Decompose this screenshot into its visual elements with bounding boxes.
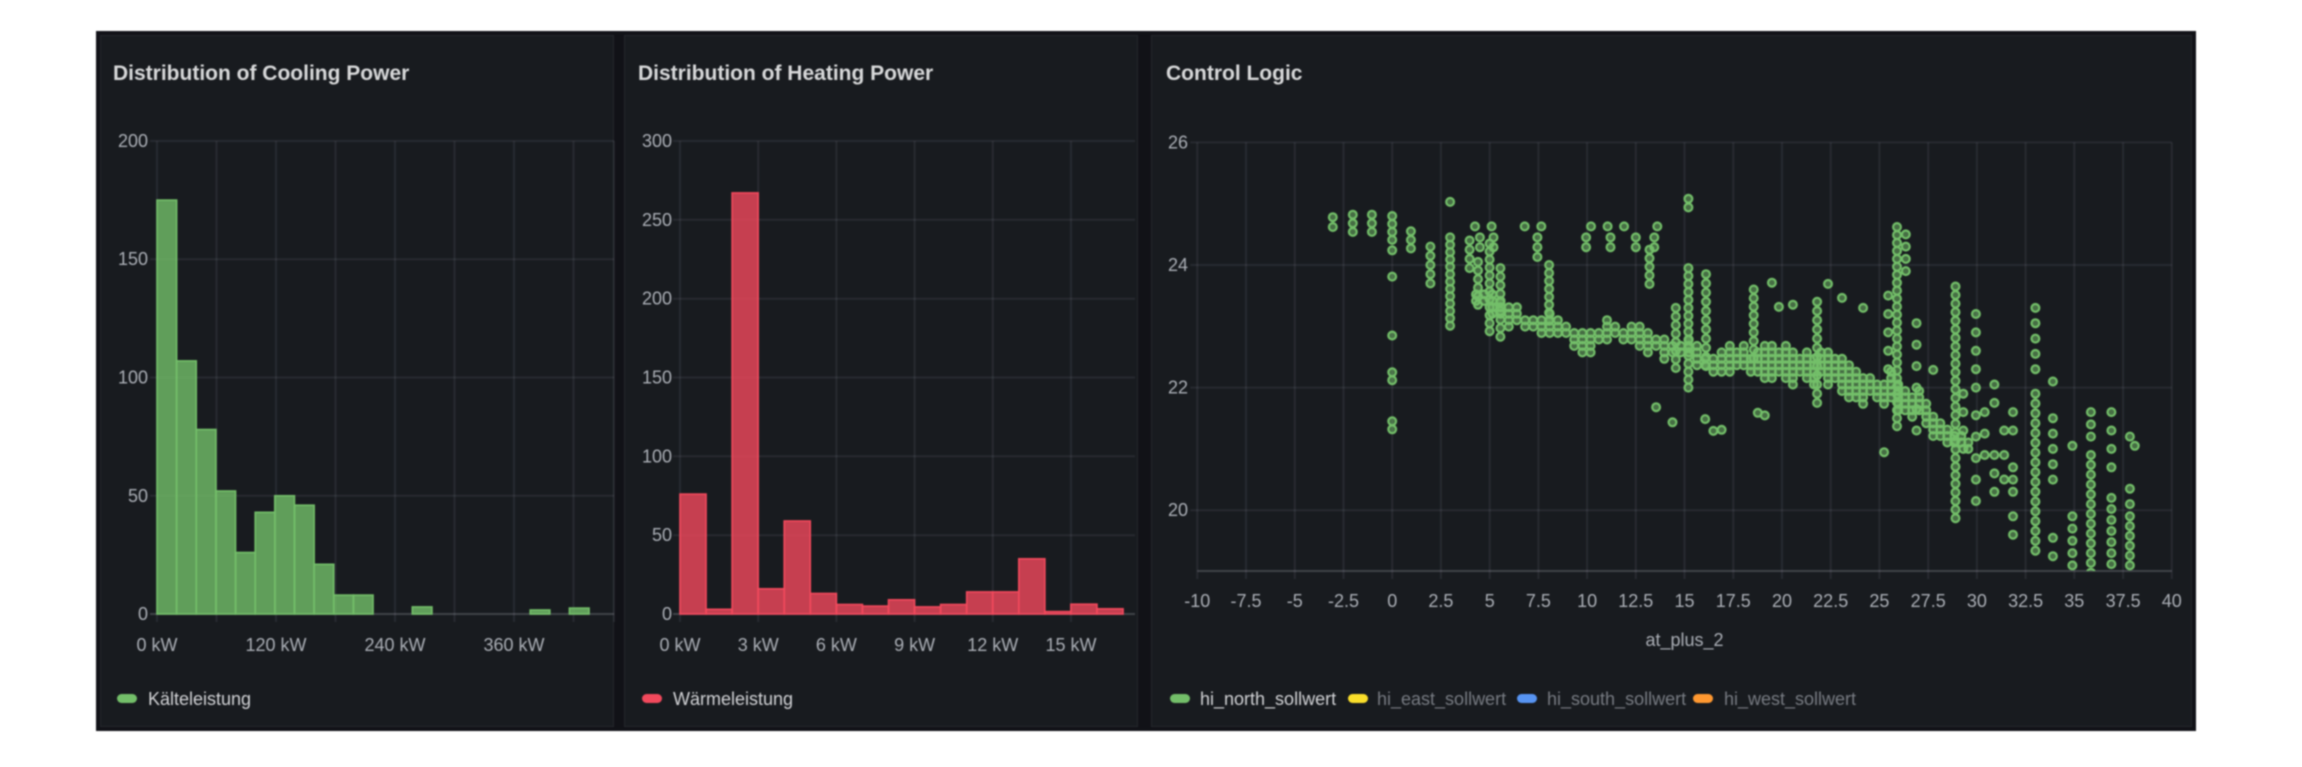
svg-text:0: 0: [1387, 591, 1397, 611]
svg-text:360 kW: 360 kW: [483, 635, 544, 655]
svg-text:26: 26: [1168, 132, 1188, 152]
svg-text:150: 150: [118, 249, 148, 269]
svg-text:120 kW: 120 kW: [245, 635, 306, 655]
svg-text:27.5: 27.5: [1911, 591, 1946, 611]
svg-text:7.5: 7.5: [1526, 591, 1551, 611]
svg-text:12 kW: 12 kW: [967, 635, 1018, 655]
svg-text:-10: -10: [1184, 591, 1210, 611]
svg-text:24: 24: [1168, 255, 1188, 275]
svg-text:22: 22: [1168, 378, 1188, 398]
svg-text:100: 100: [118, 368, 148, 388]
svg-text:10: 10: [1577, 591, 1597, 611]
svg-text:2.5: 2.5: [1428, 591, 1453, 611]
svg-text:35: 35: [2064, 591, 2084, 611]
svg-text:40: 40: [2162, 591, 2182, 611]
svg-text:-2.5: -2.5: [1328, 591, 1359, 611]
svg-text:at_plus_2: at_plus_2: [1645, 630, 1723, 651]
svg-text:20: 20: [1168, 500, 1188, 520]
svg-text:0 kW: 0 kW: [659, 635, 700, 655]
svg-text:20: 20: [1772, 591, 1792, 611]
svg-text:30: 30: [1967, 591, 1987, 611]
svg-text:150: 150: [642, 368, 672, 388]
svg-text:300: 300: [642, 131, 672, 151]
svg-text:15 kW: 15 kW: [1045, 635, 1096, 655]
svg-text:3 kW: 3 kW: [738, 635, 779, 655]
svg-text:0: 0: [138, 604, 148, 624]
svg-text:0 kW: 0 kW: [136, 635, 177, 655]
svg-text:32.5: 32.5: [2008, 591, 2043, 611]
svg-text:-7.5: -7.5: [1230, 591, 1261, 611]
svg-text:100: 100: [642, 446, 672, 466]
svg-text:6 kW: 6 kW: [816, 635, 857, 655]
svg-text:240 kW: 240 kW: [364, 635, 425, 655]
svg-text:12.5: 12.5: [1618, 591, 1653, 611]
svg-text:0: 0: [662, 604, 672, 624]
svg-text:250: 250: [642, 210, 672, 230]
svg-text:-5: -5: [1287, 591, 1303, 611]
svg-text:200: 200: [118, 131, 148, 151]
svg-text:200: 200: [642, 289, 672, 309]
svg-text:9 kW: 9 kW: [894, 635, 935, 655]
svg-text:50: 50: [652, 525, 672, 545]
svg-text:15: 15: [1674, 591, 1694, 611]
svg-text:5: 5: [1485, 591, 1495, 611]
svg-text:17.5: 17.5: [1716, 591, 1751, 611]
svg-text:50: 50: [128, 486, 148, 506]
svg-text:22.5: 22.5: [1813, 591, 1848, 611]
svg-text:37.5: 37.5: [2106, 591, 2141, 611]
svg-text:25: 25: [1869, 591, 1889, 611]
